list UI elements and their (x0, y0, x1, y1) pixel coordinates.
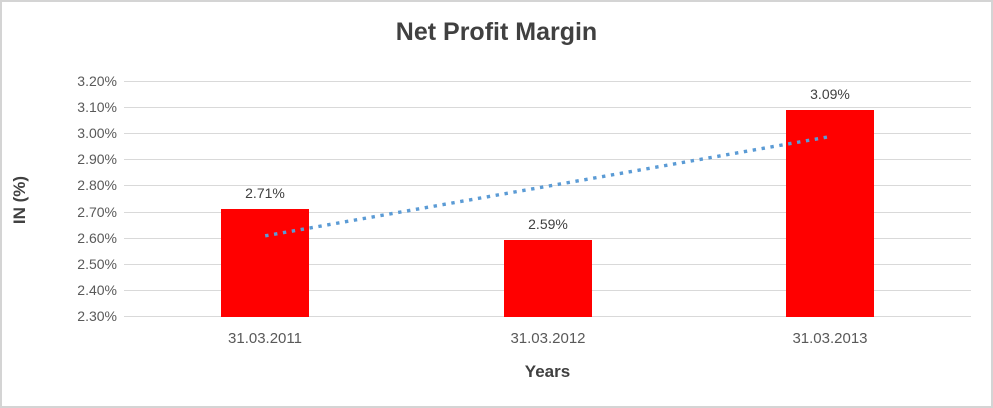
y-tick-label: 2.60% (77, 230, 117, 246)
bar-value-label: 3.09% (810, 86, 850, 102)
y-tick-label: 3.10% (77, 99, 117, 115)
bar (504, 240, 592, 317)
y-tick-label: 2.50% (77, 256, 117, 272)
bar (221, 209, 309, 317)
chart-title: Net Profit Margin (395, 18, 598, 46)
x-axis-title: Years (524, 362, 571, 381)
y-tick-label: 2.70% (77, 204, 117, 220)
y-tick-label: 3.20% (77, 73, 117, 89)
bar-value-label: 2.71% (245, 185, 285, 201)
x-tick-label: 31.03.2013 (792, 330, 868, 347)
y-tick-label: 2.30% (77, 308, 117, 324)
x-tick-label: 31.03.2012 (510, 330, 586, 347)
gridline (124, 81, 971, 82)
y-tick-label: 2.80% (77, 177, 117, 193)
y-tick-label: 2.40% (77, 282, 117, 298)
bar-value-label: 2.59% (528, 216, 568, 232)
y-tick-label: 3.00% (77, 125, 117, 141)
x-tick-label: 31.03.2011 (228, 330, 302, 347)
y-axis-title: IN (%) (10, 175, 29, 225)
gridline (124, 133, 971, 134)
gridline (124, 238, 971, 239)
y-tick-label: 2.90% (77, 151, 117, 167)
bar (786, 110, 874, 317)
gridline (124, 107, 971, 108)
